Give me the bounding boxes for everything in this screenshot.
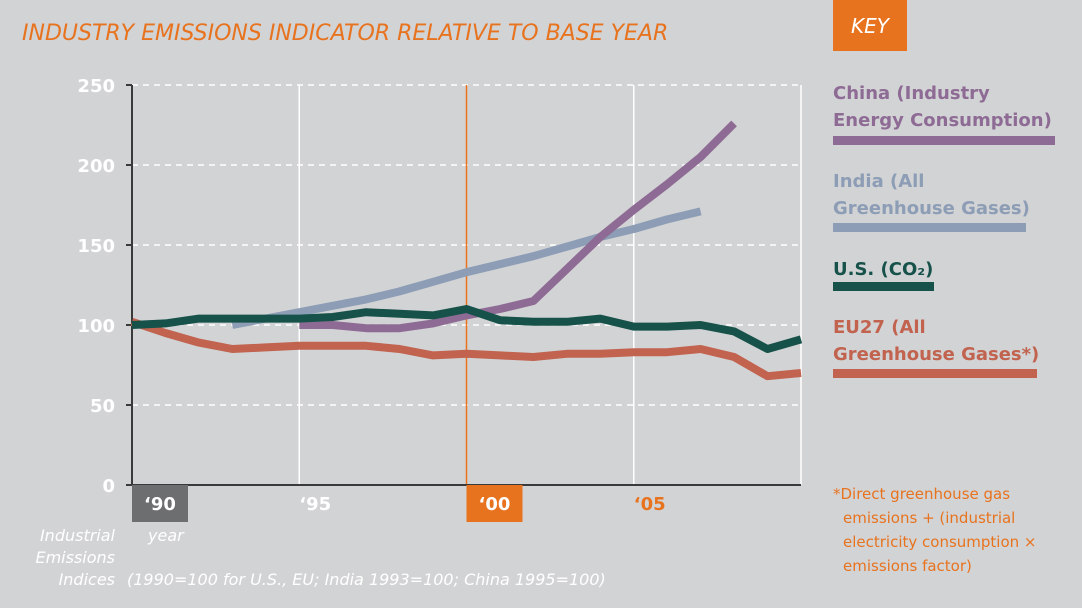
x-axis-label: year [147,526,185,545]
x-tick-labels: ‘90 ‘95 ‘00 ‘05 [132,485,666,522]
x-tick-box-1990 [132,485,188,522]
legend: China (Industry Energy Consumption) India … [833,83,1055,378]
base-year-note: (1990=100 for U.S., EU; India 1993=100; … [127,570,606,589]
legend-swatch-1 [833,223,1026,232]
key-box [833,0,907,51]
x-tick-box-2000 [466,485,523,522]
y-axis-label-line-2: Emissions [35,548,115,567]
footnote-line-3: electricity consumption × [843,533,1036,551]
footnote: *Direct greenhouse gas emissions + (indu… [833,485,1036,575]
y-tick-label-250: 250 [77,76,115,97]
legend-label-0-line-0: China (Industry [833,83,990,104]
y-tick-label-200: 200 [77,156,115,177]
series-line-2 [131,305,803,353]
legend-key-badge: KEY [833,0,907,51]
chart-title: INDUSTRY EMISSIONS INDICATOR RELATIVE TO… [22,21,668,46]
x-tick-label-1990: ‘90 [144,494,176,515]
axes [126,84,801,486]
footnote-line-1: *Direct greenhouse gas [833,485,1010,503]
legend-label-3-line-1: Greenhouse Gases*) [833,344,1039,365]
legend-swatch-0 [833,136,1055,145]
y-tick-label-150: 150 [77,236,115,257]
legend-label-1-line-0: India (All [833,171,924,192]
y-tick-labels: 0 50 100 150 200 250 [77,76,115,497]
series-line-0 [299,120,737,333]
y-axis-label-line-1: Industrial [40,526,116,545]
footnote-line-2: emissions + (industrial [843,509,1015,527]
x-tick-label-1995: ‘95 [299,494,331,515]
y-axis-label: Industrial Emissions Indices [35,526,115,589]
legend-label-3-line-0: EU27 (All [833,317,926,338]
key-title: KEY [851,14,891,38]
series-line-1 [231,207,702,329]
series-line-3 [130,318,802,381]
y-tick-label-0: 0 [102,476,115,497]
x-tick-label-2000: ‘00 [479,494,511,515]
legend-swatch-3 [833,369,1037,378]
y-tick-label-100: 100 [77,316,115,337]
y-tick-label-50: 50 [90,396,115,417]
legend-label-0-line-1: Energy Consumption) [833,110,1052,131]
footnote-line-4: emissions factor) [843,557,972,575]
legend-label-1-line-1: Greenhouse Gases) [833,198,1030,219]
series-lines [130,120,803,381]
legend-label-2-line-0: U.S. (CO₂) [833,259,933,280]
y-axis-label-line-3: Indices [59,570,115,589]
legend-swatch-2 [833,282,934,291]
x-tick-label-2005: ‘05 [634,494,666,515]
